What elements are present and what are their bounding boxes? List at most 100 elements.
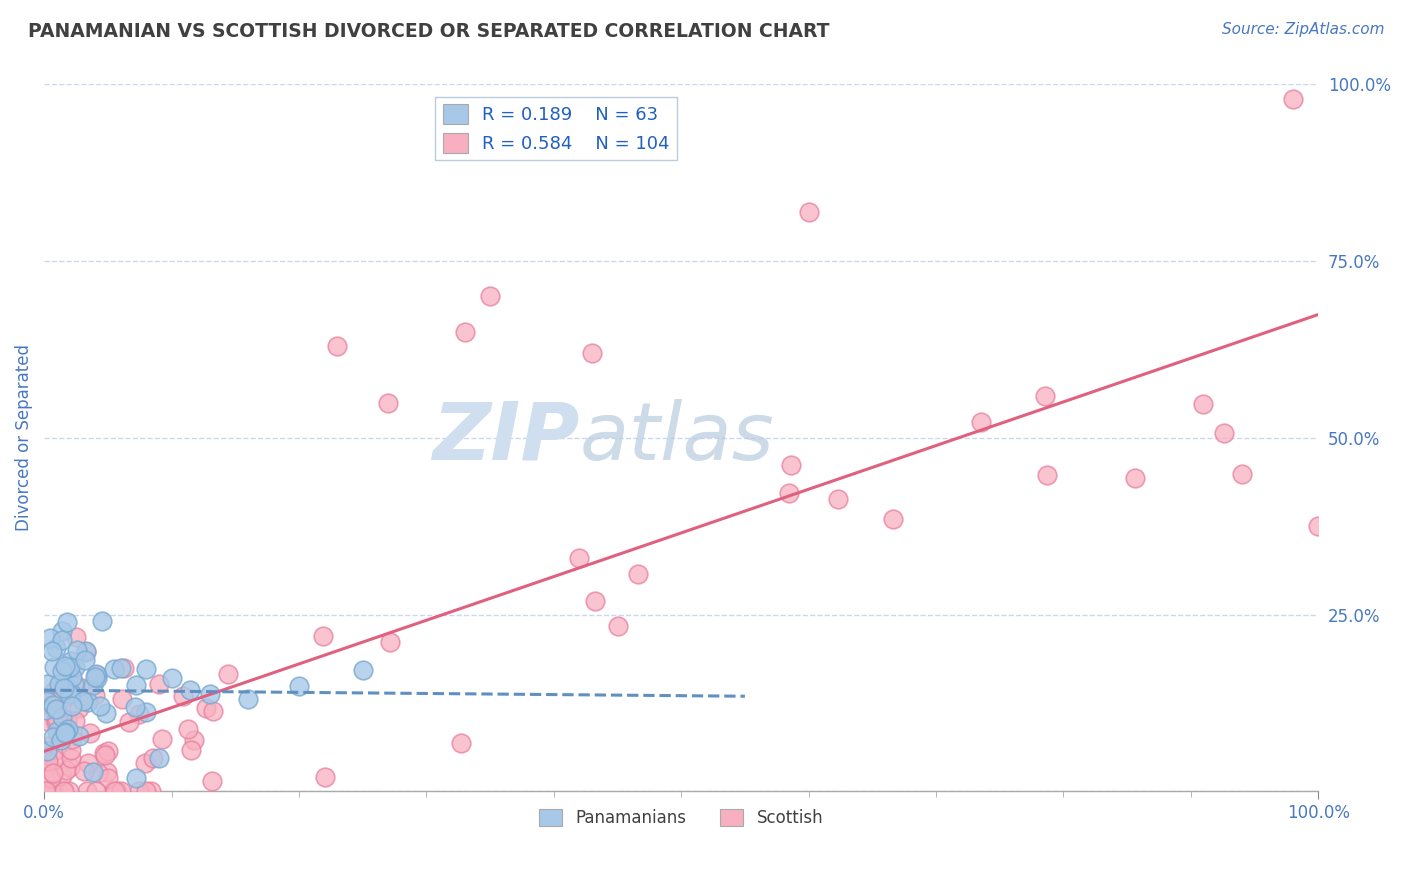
Point	[450, 736, 472, 750]
Point	[183, 733, 205, 747]
Point	[34, 694, 56, 708]
Point	[148, 677, 170, 691]
Point	[118, 714, 141, 729]
Point	[142, 751, 165, 765]
Point	[627, 567, 650, 582]
Point	[49, 732, 72, 747]
Point	[52, 717, 75, 731]
Point	[97, 744, 120, 758]
Point	[780, 458, 803, 472]
Point	[198, 687, 221, 701]
Point	[53, 726, 76, 740]
Point	[39, 699, 62, 714]
Point	[63, 714, 86, 728]
Point	[42, 752, 65, 766]
Point	[82, 678, 104, 692]
Point	[76, 695, 98, 709]
Point	[37, 754, 59, 768]
Point	[67, 680, 90, 694]
Point	[180, 743, 202, 757]
Point	[34, 703, 56, 717]
Point	[41, 784, 63, 798]
Point	[58, 784, 80, 798]
Point	[125, 678, 148, 692]
Point	[56, 714, 79, 728]
Point	[56, 723, 79, 738]
Point	[128, 784, 150, 798]
Point	[568, 550, 591, 565]
Point	[581, 346, 603, 360]
Point	[1035, 467, 1057, 482]
Point	[59, 759, 82, 773]
Point	[217, 666, 239, 681]
Point	[38, 631, 60, 645]
Point	[52, 784, 75, 798]
Point	[135, 784, 157, 798]
Point	[59, 654, 82, 668]
Point	[75, 644, 97, 658]
Point	[76, 784, 98, 798]
Point	[49, 694, 72, 708]
Point	[56, 615, 79, 630]
Point	[37, 753, 59, 767]
Point	[60, 731, 83, 746]
Point	[104, 784, 127, 798]
Point	[34, 784, 56, 798]
Point	[380, 635, 402, 649]
Point	[56, 722, 79, 736]
Point	[87, 765, 110, 780]
Point	[93, 746, 115, 760]
Point	[48, 729, 70, 743]
Point	[41, 644, 63, 658]
Point	[46, 723, 69, 738]
Point	[67, 701, 90, 715]
Point	[45, 742, 67, 756]
Point	[94, 747, 117, 762]
Point	[139, 784, 162, 798]
Point	[45, 640, 67, 655]
Point	[51, 769, 73, 783]
Point	[882, 512, 904, 526]
Point	[67, 729, 90, 743]
Point	[969, 416, 991, 430]
Point	[89, 699, 111, 714]
Point	[797, 204, 820, 219]
Point	[72, 694, 94, 708]
Point	[82, 765, 104, 780]
Text: atlas: atlas	[579, 399, 775, 477]
Point	[778, 486, 800, 500]
Point	[1033, 389, 1056, 403]
Point	[377, 395, 399, 409]
Point	[42, 730, 65, 744]
Point	[42, 766, 65, 780]
Point	[44, 684, 66, 698]
Point	[35, 714, 58, 728]
Point	[46, 712, 69, 726]
Point	[91, 615, 114, 629]
Point	[55, 763, 77, 777]
Text: ZIP: ZIP	[432, 399, 579, 477]
Point	[79, 726, 101, 740]
Y-axis label: Divorced or Separated: Divorced or Separated	[15, 344, 32, 532]
Point	[172, 689, 194, 703]
Point	[59, 660, 82, 674]
Point	[62, 677, 84, 691]
Point	[73, 653, 96, 667]
Point	[51, 664, 73, 678]
Point	[135, 662, 157, 676]
Point	[1213, 426, 1236, 441]
Point	[583, 593, 606, 607]
Point	[84, 784, 107, 798]
Point	[236, 692, 259, 706]
Point	[84, 688, 107, 702]
Point	[1230, 467, 1253, 481]
Point	[60, 698, 83, 713]
Point	[177, 722, 200, 736]
Point	[37, 739, 59, 754]
Point	[110, 661, 132, 675]
Point	[35, 744, 58, 758]
Point	[53, 724, 76, 739]
Point	[314, 770, 336, 784]
Point	[352, 663, 374, 677]
Point	[35, 784, 58, 798]
